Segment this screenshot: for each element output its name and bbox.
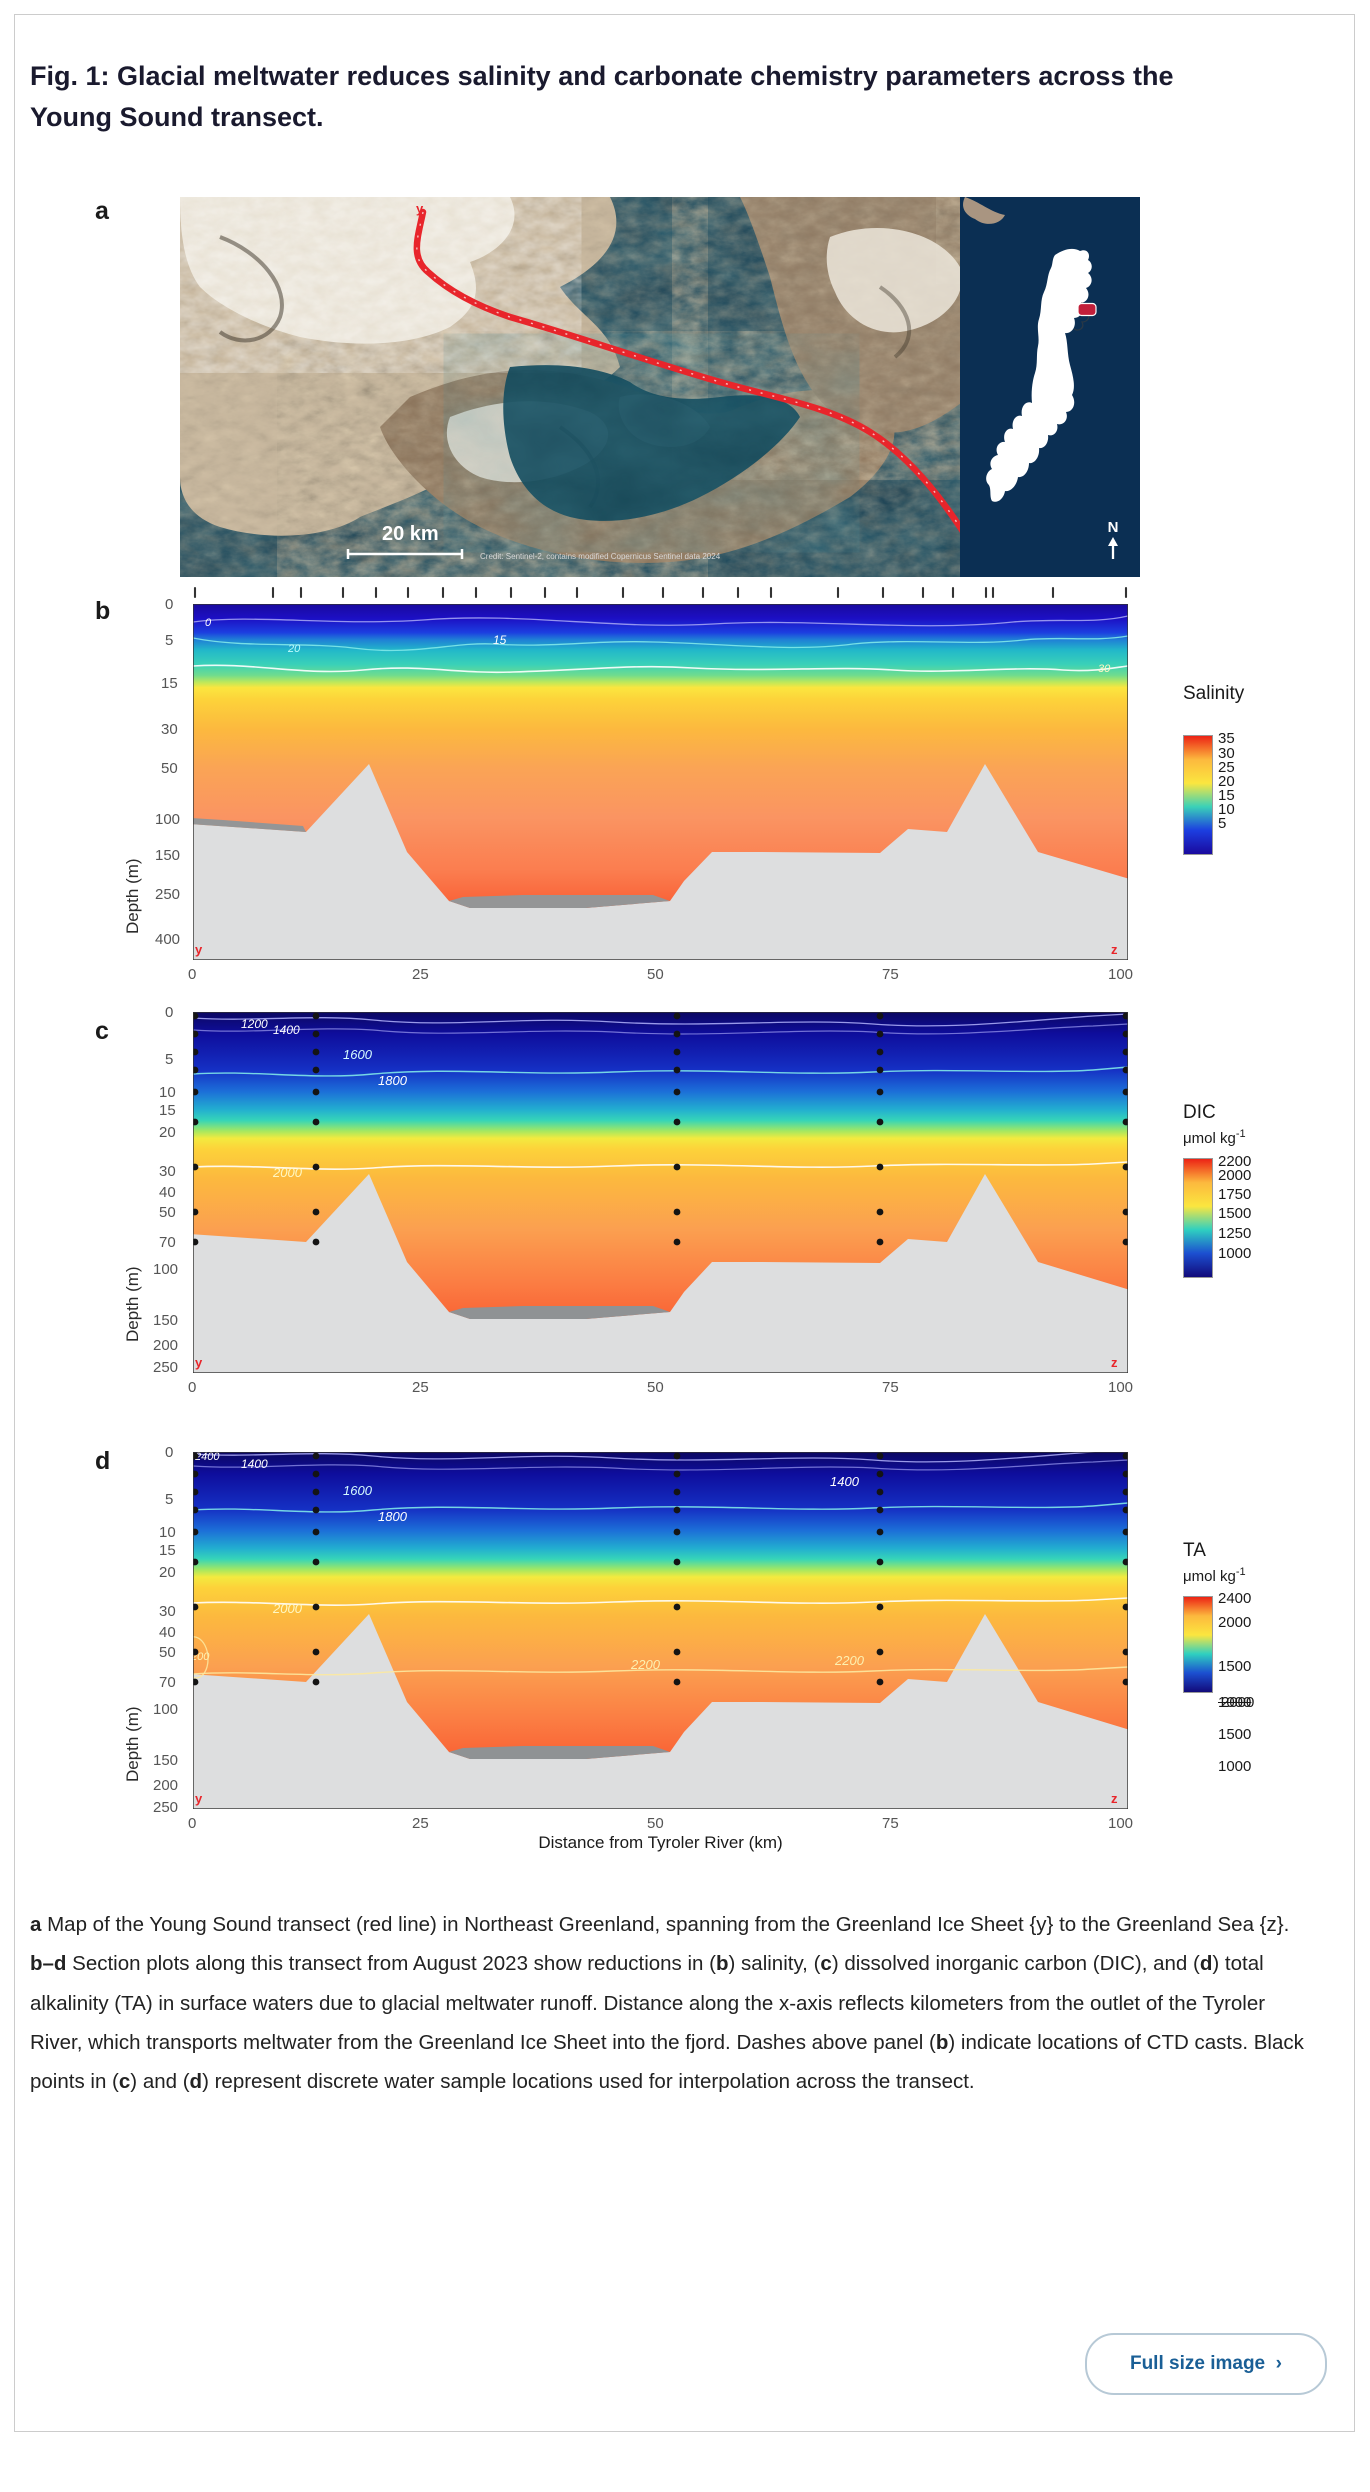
- svg-text:1600: 1600: [343, 1483, 373, 1498]
- svg-text:N: N: [1108, 519, 1119, 536]
- svg-text:20 km: 20 km: [382, 523, 439, 545]
- svg-text:2000: 2000: [272, 1601, 303, 1616]
- svg-text:2200: 2200: [834, 1653, 865, 1668]
- svg-text:1400: 1400: [830, 1474, 860, 1489]
- svg-text:z: z: [1111, 1791, 1118, 1806]
- svg-text:1600: 1600: [343, 1047, 373, 1062]
- svg-text:1400: 1400: [273, 1023, 300, 1037]
- svg-text:30: 30: [1098, 663, 1111, 675]
- svg-text:15: 15: [493, 633, 507, 647]
- svg-text:0: 0: [205, 617, 212, 629]
- svg-text:z: z: [1111, 942, 1118, 957]
- svg-text:y: y: [416, 201, 424, 216]
- svg-text:1400: 1400: [241, 1457, 268, 1471]
- svg-text:Credit: Sentinel-2, contains m: Credit: Sentinel-2, contains modified Co…: [480, 552, 721, 561]
- svg-text:1200: 1200: [241, 1017, 268, 1031]
- svg-text:2000: 2000: [272, 1165, 303, 1180]
- svg-text:y: y: [195, 1355, 203, 1370]
- svg-text:1800: 1800: [378, 1509, 408, 1524]
- svg-text:y: y: [195, 942, 203, 957]
- svg-text:y: y: [195, 1791, 203, 1806]
- svg-text:20: 20: [287, 643, 301, 655]
- svg-text:z: z: [1111, 1355, 1118, 1370]
- svg-text:2200: 2200: [630, 1657, 661, 1672]
- svg-text:1800: 1800: [378, 1073, 408, 1088]
